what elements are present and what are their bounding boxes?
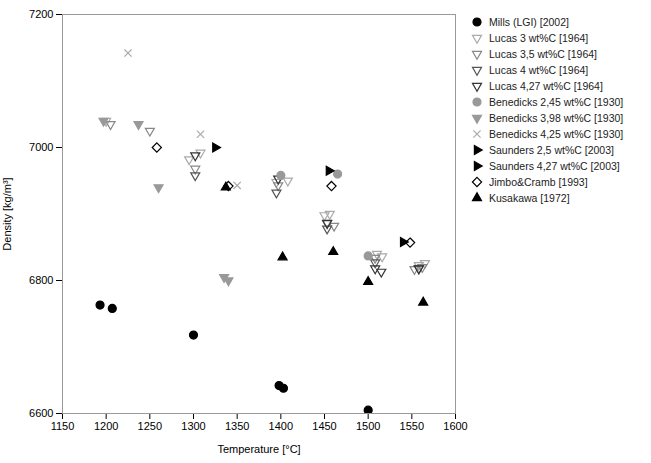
- html-text:Benedicks 2,45 wt%C [1930]: Benedicks 2,45 wt%C [1930]: [489, 96, 624, 108]
- html-text:Saunders 4,27 wt%C [2003]: Saunders 4,27 wt%C [2003]: [489, 160, 620, 172]
- html-text:Lucas 3 wt%C [1964]: Lucas 3 wt%C [1964]: [489, 32, 589, 44]
- svg-text:7200: 7200: [29, 8, 53, 20]
- svg-text:1400: 1400: [269, 420, 293, 432]
- svg-text:1150: 1150: [51, 420, 75, 432]
- svg-text:7000: 7000: [29, 141, 53, 153]
- svg-text:1300: 1300: [181, 420, 205, 432]
- svg-text:6600: 6600: [29, 407, 53, 419]
- html-text:Lucas 4,27 wt%C [1964]: Lucas 4,27 wt%C [1964]: [489, 80, 603, 92]
- html-text:Benedicks 4,25 wt%C [1930]: Benedicks 4,25 wt%C [1930]: [489, 128, 624, 140]
- svg-text:Density [kg/m³]: Density [kg/m³]: [1, 177, 13, 250]
- svg-text:1350: 1350: [225, 420, 249, 432]
- html-text:Lucas 4 wt%C [1964]: Lucas 4 wt%C [1964]: [489, 64, 589, 76]
- svg-text:1250: 1250: [138, 420, 162, 432]
- html-text:Lucas 3,5 wt%C [1964]: Lucas 3,5 wt%C [1964]: [489, 48, 597, 60]
- html-text:Jimbo&Cramb [1993]: Jimbo&Cramb [1993]: [489, 176, 588, 188]
- html-text:Kusakawa [1972]: Kusakawa [1972]: [489, 192, 570, 204]
- html-text:Benedicks 3,98 wt%C [1930]: Benedicks 3,98 wt%C [1930]: [489, 112, 624, 124]
- svg-text:6800: 6800: [29, 274, 53, 286]
- html-text:Mills (LGI) [2002]: Mills (LGI) [2002]: [489, 16, 569, 28]
- svg-text:1500: 1500: [356, 420, 380, 432]
- svg-text:1200: 1200: [94, 420, 118, 432]
- svg-text:1550: 1550: [400, 420, 424, 432]
- svg-text:Temperature [°C]: Temperature [°C]: [217, 443, 300, 455]
- svg-text:1450: 1450: [312, 420, 336, 432]
- html-text:Saunders 2,5 wt%C [2003]: Saunders 2,5 wt%C [2003]: [489, 144, 614, 156]
- svg-text:1600: 1600: [443, 420, 467, 432]
